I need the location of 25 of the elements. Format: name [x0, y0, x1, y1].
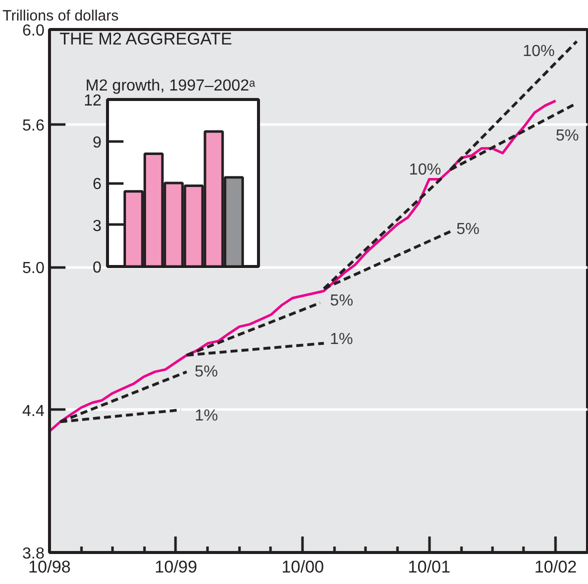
y-tick-label: 6.0 — [22, 22, 45, 40]
y-tick-label: 6 — [92, 176, 102, 193]
y-tick-label: 12 — [84, 92, 102, 110]
y-tick-label: 4.4 — [22, 402, 45, 420]
series-label: 5% — [456, 221, 480, 238]
series-label: 1% — [330, 330, 353, 348]
y-tick-label: 5.6 — [22, 118, 45, 135]
y-tick-label: 9 — [92, 134, 102, 152]
x-tick-label: 10/98 — [28, 558, 71, 576]
series-label: 5% — [330, 292, 354, 310]
series-label: 10% — [409, 161, 442, 178]
x-tick-label: 10/02 — [534, 558, 577, 576]
series-label: 5% — [194, 363, 218, 380]
x-tick-label: 10/00 — [281, 558, 324, 576]
y-axis-title: Trillions of dollars — [2, 8, 119, 24]
x-tick-label: 10/99 — [154, 558, 198, 576]
series-label: 5% — [556, 128, 579, 145]
y-tick-label: 3 — [92, 218, 102, 235]
x-tick-label: 10/01 — [408, 558, 450, 576]
y-tick-label: 0 — [92, 260, 102, 276]
chart-title: THE M2 AGGREGATE — [60, 30, 232, 48]
series-label: 1% — [194, 407, 218, 424]
chart-title: M2 growth, 1997–2002ᵃ — [86, 78, 256, 94]
series-label: 10% — [522, 42, 555, 60]
y-tick-label: 5.0 — [22, 260, 45, 278]
